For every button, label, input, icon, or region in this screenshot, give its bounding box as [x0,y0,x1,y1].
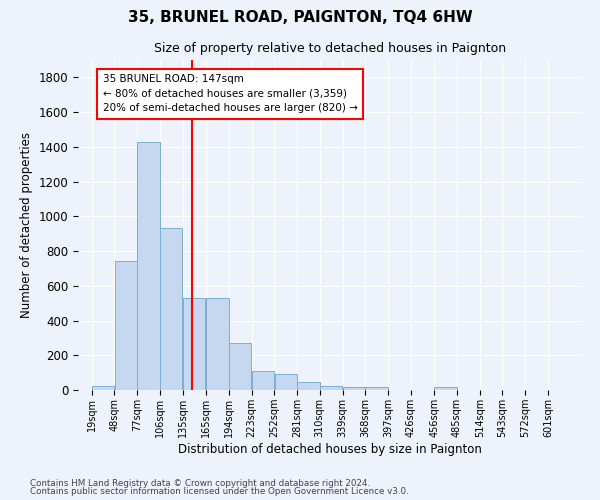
Bar [252,371,274,390]
Bar [160,228,182,390]
Bar [92,386,114,390]
Bar [115,262,137,390]
Bar [343,388,365,390]
Bar [137,142,160,390]
Bar [206,298,229,390]
X-axis label: Distribution of detached houses by size in Paignton: Distribution of detached houses by size … [178,442,482,456]
Bar [434,388,457,390]
Title: Size of property relative to detached houses in Paignton: Size of property relative to detached ho… [154,42,506,54]
Bar [229,343,251,390]
Text: Contains HM Land Registry data © Crown copyright and database right 2024.: Contains HM Land Registry data © Crown c… [30,478,370,488]
Text: 35 BRUNEL ROAD: 147sqm
← 80% of detached houses are smaller (3,359)
20% of semi-: 35 BRUNEL ROAD: 147sqm ← 80% of detached… [103,74,358,114]
Y-axis label: Number of detached properties: Number of detached properties [20,132,33,318]
Bar [275,374,297,390]
Text: 35, BRUNEL ROAD, PAIGNTON, TQ4 6HW: 35, BRUNEL ROAD, PAIGNTON, TQ4 6HW [128,10,472,25]
Bar [320,386,342,390]
Bar [297,382,320,390]
Text: Contains public sector information licensed under the Open Government Licence v3: Contains public sector information licen… [30,487,409,496]
Bar [365,388,388,390]
Bar [183,298,205,390]
